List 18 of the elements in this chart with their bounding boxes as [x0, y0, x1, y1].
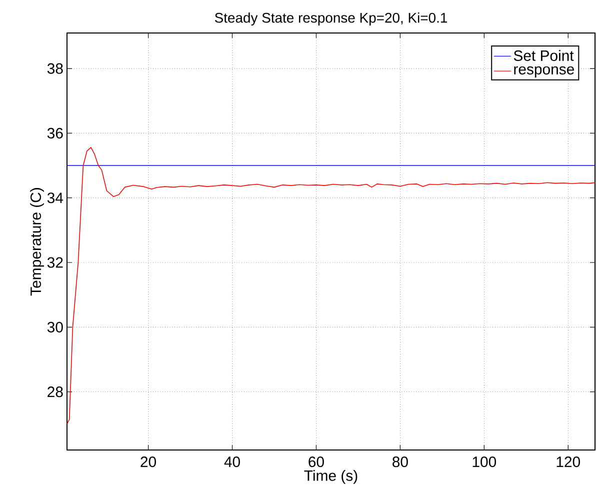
x-tick-label: 80	[392, 456, 408, 468]
y-tick-label: 32	[47, 257, 63, 268]
y-tick-label: 36	[47, 128, 63, 138]
line-series	[67, 147, 596, 425]
chart-title: Steady State response Kp=20, Ki=0.1	[214, 12, 447, 26]
y-tick-label: 38	[47, 63, 63, 74]
x-tick-label: 60	[308, 456, 324, 468]
x-tick-label: 40	[224, 456, 240, 468]
y-axis-title: Temperature (C)	[30, 188, 44, 296]
x-axis-title: Time (s)	[304, 470, 358, 484]
y-tick-label: 28	[48, 386, 63, 398]
y-tick-label: 34	[47, 192, 64, 204]
x-tick-label: 20	[140, 456, 156, 468]
legend-label: response	[514, 66, 574, 78]
legend-label: Set Point	[514, 50, 574, 61]
x-tick-label: 120	[556, 456, 580, 468]
x-tick-label: 100	[472, 456, 496, 468]
y-tick-label: 30	[47, 322, 63, 332]
